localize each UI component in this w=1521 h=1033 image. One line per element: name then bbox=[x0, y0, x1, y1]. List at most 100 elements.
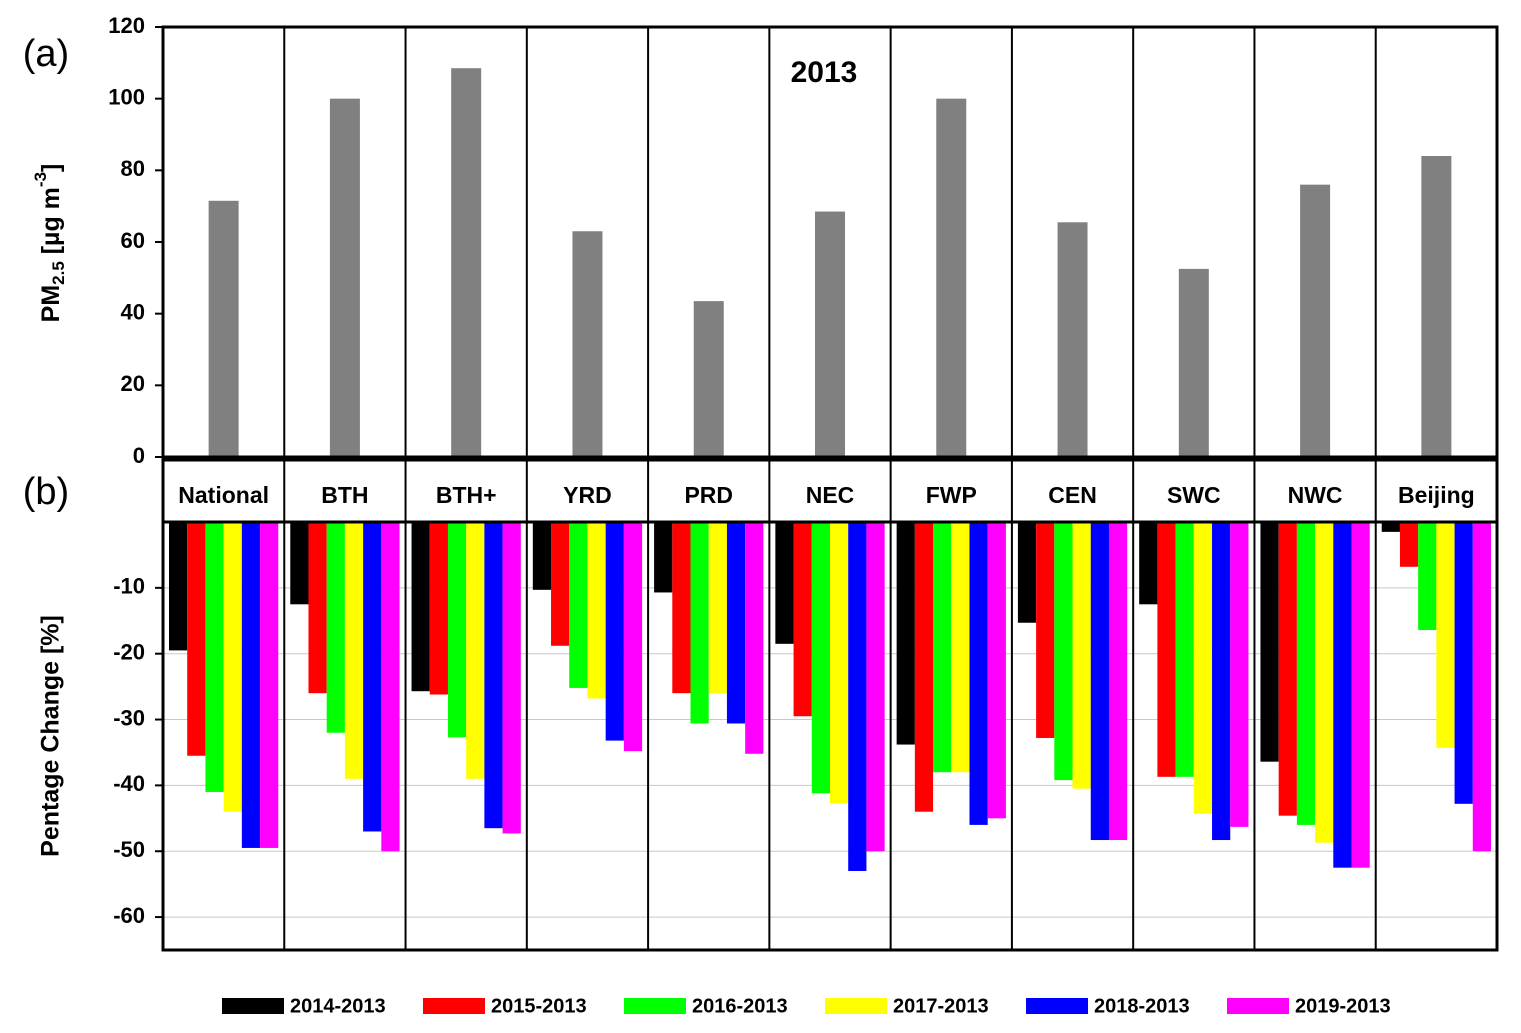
bar bbox=[381, 522, 400, 852]
x-tick-label: Beijing bbox=[1398, 482, 1475, 508]
bar bbox=[654, 522, 673, 593]
bar bbox=[1418, 522, 1437, 630]
bar bbox=[187, 522, 206, 756]
legend-swatch bbox=[1227, 998, 1289, 1014]
y-tick-label: 120 bbox=[108, 13, 145, 38]
bar bbox=[1036, 522, 1055, 738]
bar bbox=[914, 522, 934, 812]
bar bbox=[1139, 522, 1158, 605]
y-tick-label: 60 bbox=[121, 228, 145, 253]
bar bbox=[344, 522, 364, 779]
legend-label: 2017-2013 bbox=[893, 995, 989, 1017]
bar bbox=[532, 522, 552, 590]
bar bbox=[169, 522, 188, 651]
category-strip bbox=[161, 458, 1499, 524]
bar bbox=[1315, 522, 1334, 843]
bar bbox=[896, 522, 915, 745]
bar bbox=[1421, 156, 1452, 457]
bar bbox=[1017, 522, 1037, 623]
bar bbox=[811, 522, 830, 794]
legend-label: 2016-2013 bbox=[692, 995, 788, 1017]
bar bbox=[1057, 222, 1088, 457]
y-tick-label: 100 bbox=[108, 84, 145, 109]
bar bbox=[1260, 522, 1279, 762]
legend-swatch bbox=[825, 998, 887, 1014]
bar bbox=[693, 301, 724, 457]
bar bbox=[726, 522, 746, 724]
bar bbox=[1351, 522, 1370, 868]
x-tick-label: CEN bbox=[1048, 482, 1097, 508]
y-label-sub: 2.5 bbox=[49, 261, 68, 285]
bar bbox=[848, 522, 867, 871]
bar bbox=[1212, 522, 1231, 841]
y-tick-label: -50 bbox=[113, 837, 145, 862]
bar bbox=[1300, 184, 1331, 457]
bar bbox=[466, 522, 485, 779]
y-label-text: PM bbox=[37, 285, 65, 323]
legend-label: 2019-2013 bbox=[1295, 995, 1391, 1017]
x-tick-label: SWC bbox=[1167, 482, 1221, 508]
x-tick-label: NWC bbox=[1288, 482, 1343, 508]
legend-label: 2018-2013 bbox=[1094, 995, 1190, 1017]
bar bbox=[815, 211, 845, 457]
bar bbox=[1296, 522, 1316, 825]
legend-label: 2014-2013 bbox=[290, 995, 386, 1017]
bar bbox=[605, 522, 624, 741]
bar bbox=[308, 522, 327, 694]
bar bbox=[1090, 522, 1109, 841]
bar bbox=[451, 68, 482, 457]
bar bbox=[205, 522, 224, 792]
bar bbox=[260, 522, 279, 848]
y-tick-label: -10 bbox=[113, 574, 145, 599]
legend-swatch bbox=[423, 998, 485, 1014]
y-tick-label: -60 bbox=[113, 903, 145, 928]
y-tick-label: -20 bbox=[113, 640, 145, 665]
x-tick-label: BTH bbox=[321, 482, 368, 508]
x-tick-label: YRD bbox=[563, 482, 612, 508]
bar bbox=[1193, 522, 1213, 814]
bar bbox=[708, 522, 727, 694]
bar bbox=[551, 522, 570, 646]
bar bbox=[411, 522, 430, 692]
y-tick-label: 20 bbox=[121, 371, 145, 396]
bar bbox=[1230, 522, 1249, 827]
legend-swatch bbox=[1026, 998, 1088, 1014]
bar bbox=[745, 522, 764, 754]
y-tick-label: -30 bbox=[113, 705, 145, 730]
bar bbox=[1054, 522, 1073, 781]
bar bbox=[969, 522, 988, 825]
bar bbox=[1278, 522, 1297, 816]
legend-swatch bbox=[624, 998, 686, 1014]
bar bbox=[775, 522, 794, 644]
y-tick-label: 80 bbox=[121, 156, 145, 181]
bar bbox=[866, 522, 885, 852]
bar bbox=[290, 522, 309, 605]
bar bbox=[987, 522, 1006, 819]
y-tick-label: 0 bbox=[133, 443, 145, 468]
bar bbox=[1108, 522, 1128, 841]
bar bbox=[1175, 522, 1194, 777]
y-label-sup: -3 bbox=[31, 172, 50, 187]
panel-label: (b) bbox=[23, 471, 69, 513]
x-tick-label: NEC bbox=[806, 482, 855, 508]
bar bbox=[830, 522, 849, 804]
bar bbox=[429, 522, 448, 695]
panel-label: (a) bbox=[23, 33, 69, 75]
bar bbox=[933, 522, 952, 773]
bar bbox=[1157, 522, 1176, 777]
bar bbox=[1178, 268, 1209, 457]
y-tick-label: 40 bbox=[121, 299, 145, 324]
bar bbox=[1454, 522, 1473, 804]
bar bbox=[363, 522, 382, 832]
bar bbox=[672, 522, 691, 694]
bar bbox=[623, 522, 643, 752]
bar bbox=[572, 231, 603, 457]
bar bbox=[1399, 522, 1419, 567]
bar bbox=[1436, 522, 1455, 748]
x-tick-label: FWP bbox=[926, 482, 977, 508]
bar bbox=[951, 522, 970, 773]
bar bbox=[329, 98, 360, 458]
bar bbox=[690, 522, 709, 724]
bar bbox=[569, 522, 588, 688]
